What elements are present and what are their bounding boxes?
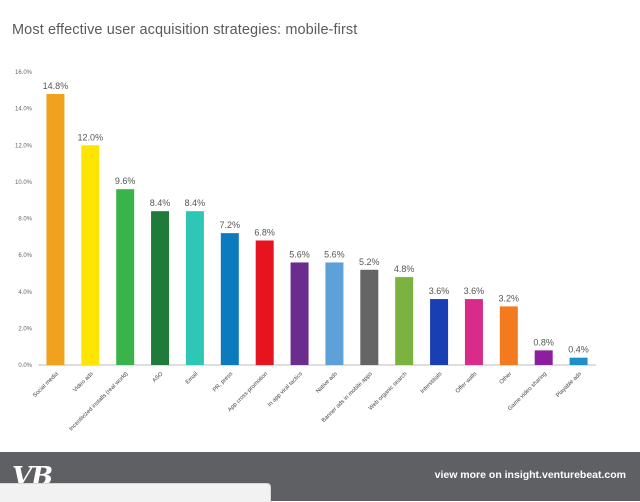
x-tick-label: Web organic search (368, 371, 409, 412)
bar-chart: 0.0% 2.0% 4.0% 6.0% 8.0% 10.0% 12.0% 14.0% 16.0%… (15, 70, 596, 433)
x-tick-label: Playable ads (555, 371, 583, 399)
bar-value-label: 5.6% (289, 249, 310, 259)
bar (185, 211, 204, 365)
bar-value-label: 0.8% (533, 337, 554, 347)
bar-value-label: 12.0% (78, 132, 104, 142)
y-tick-label: 4.0% (18, 290, 32, 296)
x-tick-label: Email (185, 371, 199, 385)
bar-value-label: 5.6% (324, 249, 345, 259)
bar-value-label: 8.4% (185, 198, 206, 208)
y-tick-label: 0.0% (18, 363, 32, 369)
x-tick-label: ASO (152, 371, 165, 384)
bars (46, 93, 588, 365)
bar (81, 145, 100, 365)
bar (534, 350, 553, 365)
bar-value-label: 5.2% (359, 257, 380, 267)
bar-value-label: 6.8% (254, 227, 275, 237)
x-tick-label: Interstitials (420, 371, 444, 395)
insight-link[interactable]: view more on insight.venturebeat.com (434, 469, 626, 481)
bottom-panel (0, 483, 271, 502)
y-tick-label: 6.0% (18, 253, 32, 259)
bar-value-label: 0.4% (568, 345, 589, 355)
bar (220, 233, 239, 365)
bar-value-label: 14.8% (43, 81, 69, 91)
bar (325, 262, 344, 365)
bar-value-label: 9.6% (115, 176, 136, 186)
bar (360, 269, 379, 365)
y-tick-label: 10.0% (15, 180, 33, 186)
y-tick-label: 14.0% (15, 107, 33, 113)
bar (46, 93, 65, 365)
x-tick-label: Offer walls (455, 371, 479, 395)
x-tick-label: Native ads (315, 371, 339, 395)
bar-value-label: 4.8% (394, 264, 415, 274)
bar (430, 299, 449, 365)
x-tick-label: PR, press (212, 371, 234, 393)
bar (499, 306, 518, 365)
x-tick-label: Video ads (72, 371, 94, 393)
y-tick-label: 2.0% (18, 326, 32, 332)
chart-title: Most effective user acquisition strategi… (12, 22, 358, 38)
bar (255, 240, 274, 365)
x-tick-label: Game video sharing (507, 371, 548, 412)
x-tick-label: Other (499, 371, 514, 386)
value-labels: 14.8% 12.0% 9.6% 8.4% 8.4% 7.2% 6.8% 5.6% 5.6% 5.… (43, 81, 589, 355)
bar-value-label: 3.6% (429, 286, 450, 296)
x-tick-label: Social media (32, 371, 60, 399)
bar (569, 357, 588, 365)
bar-value-label: 3.6% (464, 286, 485, 296)
y-tick-label: 16.0% (15, 70, 33, 76)
y-tick-label: 8.0% (18, 217, 32, 223)
bar (290, 262, 309, 365)
y-tick-label: 12.0% (15, 143, 33, 149)
x-tick-label: App cross-promotion (227, 371, 269, 413)
bar (116, 189, 135, 365)
bar-value-label: 8.4% (150, 198, 171, 208)
bar (151, 211, 170, 365)
x-tick-label: In app viral tactics (267, 371, 304, 408)
bar (395, 277, 414, 365)
bar (464, 299, 483, 365)
x-tick-label: Incentivized installs (real world) (68, 371, 129, 432)
bar-value-label: 3.2% (499, 293, 520, 303)
bar-value-label: 7.2% (220, 220, 241, 230)
